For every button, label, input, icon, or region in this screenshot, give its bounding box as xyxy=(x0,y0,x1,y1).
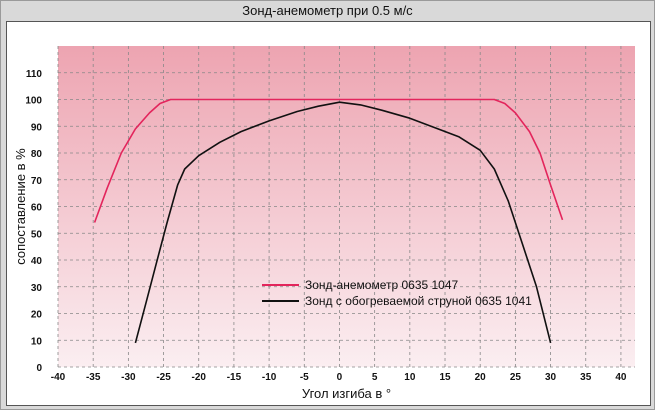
x-tick-label: 40 xyxy=(615,372,627,383)
line-chart: -40 -35 -30 -25 -20 -15 -10 -5 0 5 10 15 20 25 30 35 40 … xyxy=(13,46,635,401)
y-tick-label: 60 xyxy=(31,203,43,214)
y-tick-label: 10 xyxy=(31,336,43,347)
series-line-2 xyxy=(134,101,552,344)
x-tick-label: -30 xyxy=(121,372,136,383)
legend-label-2: Зонд с обогреваемой струной 0635 1041 xyxy=(305,294,532,308)
x-tick-label: 10 xyxy=(404,372,416,383)
x-tick-label: -5 xyxy=(300,372,309,383)
legend: Зонд-анемометр 0635 1047 Зонд с обогревае… xyxy=(262,278,532,308)
x-tick-labels: -40 -35 -30 -25 -20 -15 -10 -5 0 5 10 15 20 25 30 35 40 xyxy=(51,372,627,383)
y-tick-label: 30 xyxy=(31,283,43,294)
series-layer xyxy=(93,98,564,344)
x-tick-label: -20 xyxy=(192,372,207,383)
y-tick-label: 110 xyxy=(26,69,43,80)
y-axis-label: сопоставление в % xyxy=(13,148,28,265)
y-tick-label: 70 xyxy=(31,176,43,187)
x-tick-label: 20 xyxy=(475,372,487,383)
x-tick-label: 0 xyxy=(337,372,343,383)
x-axis-label: Угол изгиба в ° xyxy=(302,386,391,401)
x-tick-label: 35 xyxy=(580,372,592,383)
y-tick-labels: 0 10 20 30 40 50 60 70 80 90 100 110 xyxy=(25,69,42,374)
series-line-1 xyxy=(93,98,564,223)
x-tick-label: -40 xyxy=(51,372,66,383)
x-tick-label: -10 xyxy=(262,372,277,383)
legend-label-1: Зонд-анемометр 0635 1047 xyxy=(305,278,459,292)
x-tick-label: 30 xyxy=(545,372,557,383)
x-tick-label: -15 xyxy=(227,372,242,383)
chart-panel: -40 -35 -30 -25 -20 -15 -10 -5 0 5 10 15 20 25 30 35 40 … xyxy=(6,21,651,406)
x-tick-label: -35 xyxy=(86,372,101,383)
y-tick-label: 20 xyxy=(31,310,43,321)
y-tick-label: 50 xyxy=(31,229,43,240)
y-tick-label: 0 xyxy=(36,363,42,374)
x-tick-label: 5 xyxy=(372,372,378,383)
y-tick-label: 100 xyxy=(25,96,42,107)
y-tick-label: 40 xyxy=(31,256,43,267)
y-tick-label: 80 xyxy=(31,149,43,160)
x-tick-label: 15 xyxy=(439,372,451,383)
x-tick-label: 25 xyxy=(510,372,522,383)
y-tick-label: 90 xyxy=(31,122,43,133)
x-tick-label: -25 xyxy=(156,372,171,383)
chart-title: Зонд-анемометр при 0.5 м/с xyxy=(242,3,413,18)
